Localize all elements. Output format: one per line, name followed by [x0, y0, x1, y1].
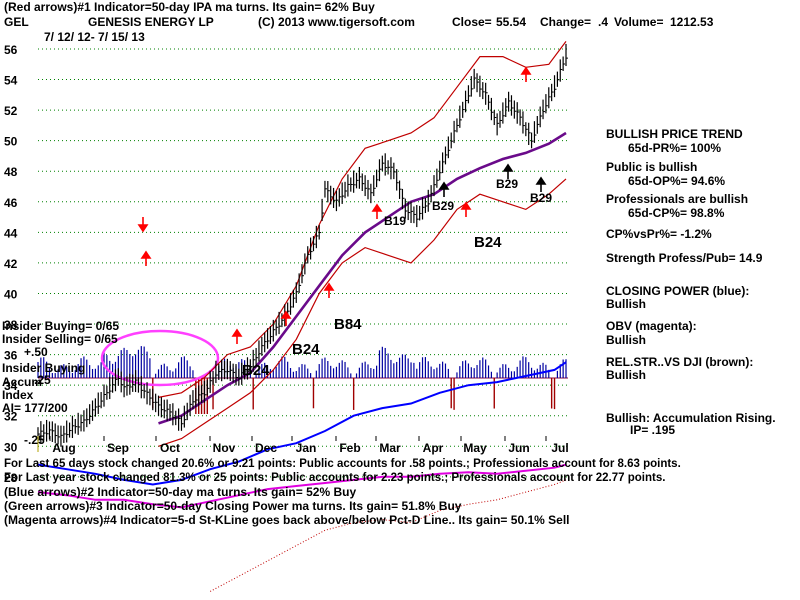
accum-rising: Bullish: Accumulation Rising.	[606, 411, 776, 425]
closing-power-status: Bullish	[606, 297, 647, 311]
red-arrow-buy	[371, 203, 383, 219]
insider-buying-label: Insider Buying	[2, 361, 86, 375]
close-label: Close=	[452, 15, 492, 29]
y-tick-label: 40	[4, 287, 18, 301]
change-label: Change=	[540, 15, 592, 29]
cp-value: 65d-CP%= 98.8%	[628, 206, 725, 220]
footer-last-year: For Last year stock changed 81.3% or 25 …	[4, 472, 666, 484]
label-b24-c: B24	[242, 362, 270, 379]
y-tick-label: 48	[4, 165, 18, 179]
y-tick-label: 36	[4, 349, 18, 363]
op-value: 65d-OP%= 94.6%	[628, 174, 726, 188]
change-value: .4	[598, 15, 609, 29]
signal-markers	[137, 66, 547, 344]
ai-value: AI= 177/200	[2, 401, 68, 415]
footer-green-arrows: (Green arrows)#3 Indicator=50-day Closin…	[4, 499, 462, 513]
red-arrow-buy	[460, 201, 472, 217]
upper-band-line	[158, 41, 567, 398]
closing-power-line	[37, 361, 567, 486]
obv-status: Bullish	[606, 333, 647, 347]
relstr-label: REL.STR..VS DJI (brown):	[606, 355, 754, 369]
volume-value: 1212.53	[670, 15, 714, 29]
accum-plus50: +.50	[24, 345, 48, 359]
label-b24-a: B24	[474, 234, 502, 251]
label-b84: B84	[334, 316, 362, 333]
public-status: Public is bullish	[606, 160, 698, 174]
black-arrow-buy	[438, 181, 450, 197]
y-tick-label: 28	[4, 471, 18, 485]
label-b19: B19	[384, 214, 407, 228]
index-label: Index	[2, 388, 34, 402]
label-b29-b: B29	[496, 177, 519, 191]
red-arrow-buy	[140, 250, 152, 266]
y-tick-label: 44	[4, 226, 18, 240]
label-b29-c: B29	[530, 191, 553, 205]
ticker-symbol: GEL	[4, 15, 29, 29]
x-tick-label: Nov	[213, 441, 236, 455]
y-tick-label: 56	[4, 43, 18, 57]
volume-label: Volume=	[614, 15, 664, 29]
red-arrow-sell	[137, 217, 149, 233]
y-tick-label: 34	[4, 379, 18, 393]
pr-value: 65d-PR%= 100%	[628, 141, 722, 155]
y-tick-label: 46	[4, 196, 18, 210]
y-tick-label: 54	[4, 74, 18, 88]
lower-band-line	[158, 178, 567, 447]
x-tick-label: Feb	[339, 441, 360, 455]
footer-blue-arrows: (Blue arrows)#2 Indicator=50-day ma turn…	[4, 485, 357, 499]
accum-label: Accum	[2, 375, 43, 389]
red-arrow-obv	[323, 282, 335, 298]
y-tick-label: 42	[4, 257, 18, 271]
y-tick-label: 50	[4, 135, 18, 149]
insider-buying-ellipse	[100, 329, 220, 387]
strength-ratio: Strength Profess/Pub= 14.9	[606, 251, 763, 265]
price-series-layer	[37, 41, 568, 592]
accum-minus25: -.25	[24, 433, 45, 447]
label-b24-b: B24	[292, 341, 320, 358]
accum-plus25: .25	[34, 373, 51, 387]
red-arrow-obv	[231, 328, 243, 344]
label-b29-a: B29	[432, 199, 455, 213]
y-tick-label: 38	[4, 318, 18, 332]
insider-buying: Insider Buying= 0/65	[2, 319, 120, 333]
x-tick-label: Dec	[255, 441, 277, 455]
close-value: 55.54	[496, 15, 527, 29]
x-tick-label: May	[463, 441, 487, 455]
insider-selling: Insider Selling= 0/65	[2, 332, 118, 346]
obv-line	[37, 463, 567, 509]
cp-vs-pr: CP%vsPr%= -1.2%	[606, 227, 712, 241]
footer-65-days: For Last 65 days stock changed 20.6% or …	[4, 458, 681, 470]
black-arrow-buy	[502, 163, 514, 179]
y-tick-label: 52	[4, 104, 18, 118]
footer-magenta-arrows: (Magenta arrows)#4 Indicator=5-d St-KLin…	[4, 513, 570, 527]
ma50-line	[158, 131, 567, 425]
x-axis-months: Aug Sep Oct Nov Dec Jan Feb Mar Apr May Jun Jul	[37, 436, 569, 455]
relstr-status: Bullish	[606, 368, 647, 382]
date-range: 7/ 12/ 12- 7/ 15/ 13	[44, 30, 145, 44]
x-tick-label: Apr	[423, 441, 444, 455]
black-arrow-buy	[535, 176, 547, 192]
red-arrow-buy	[520, 66, 532, 82]
trend-title: BULLISH PRICE TREND	[606, 127, 743, 141]
ip-value: IP= .195	[630, 423, 676, 437]
y-tick-label: 30	[4, 440, 18, 454]
pros-status: Professionals are bullish	[606, 192, 749, 206]
red-arrow-obv	[280, 310, 292, 326]
y-tick-label: 32	[4, 410, 18, 424]
grid-lines	[38, 48, 570, 478]
y-axis-ticks: 56 54 52 50 48 46 44 42 40 38 36 34 32 30 28	[4, 43, 18, 485]
closing-power-label: CLOSING POWER (blue):	[606, 284, 750, 298]
x-tick-label: Jun	[508, 441, 529, 455]
x-tick-label: Jan	[296, 441, 317, 455]
x-tick-label: Sep	[107, 441, 129, 455]
x-tick-label: Aug	[52, 441, 75, 455]
header-indicator-line: (Red arrows)#1 Indicator=50-day IPA ma t…	[4, 0, 375, 14]
x-tick-label: Jul	[551, 441, 568, 455]
company-name: GENESIS ENERGY LP	[88, 15, 214, 29]
x-tick-label: Mar	[379, 441, 401, 455]
x-tick-label: Oct	[160, 441, 180, 455]
obv-label: OBV (magenta):	[606, 319, 697, 333]
copyright: (C) 2013 www.tigersoft.com	[258, 15, 415, 29]
